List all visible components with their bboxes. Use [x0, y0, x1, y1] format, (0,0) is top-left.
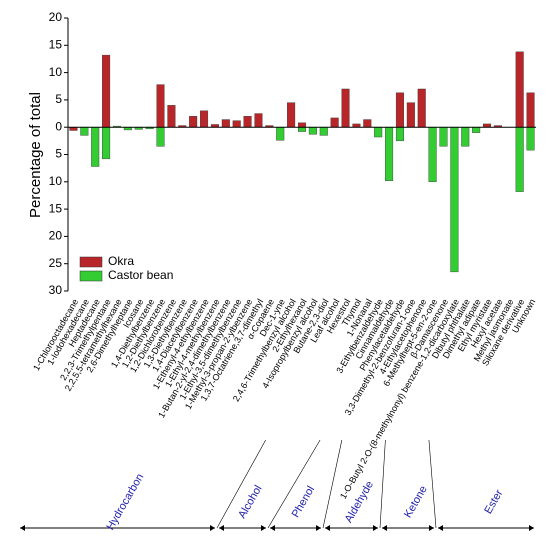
separator — [267, 439, 321, 529]
bar — [221, 119, 230, 128]
bar — [385, 126, 394, 181]
group-label: Phenol — [290, 484, 318, 520]
bar — [80, 126, 89, 136]
bar — [395, 92, 404, 128]
separator — [379, 439, 386, 529]
bar — [254, 113, 263, 128]
group-label: Alcohol — [236, 483, 264, 520]
bar — [232, 120, 241, 128]
bar — [363, 119, 372, 128]
bar — [515, 51, 524, 128]
group-label: Ester — [482, 488, 505, 517]
bar — [308, 126, 317, 135]
bar — [395, 126, 404, 142]
legend-label: Okra — [108, 254, 134, 268]
bar — [526, 92, 535, 128]
y-tick-label: 10 — [49, 174, 63, 188]
bar — [450, 126, 459, 273]
y-tick-label: 0 — [55, 119, 62, 133]
bar — [276, 126, 285, 141]
bar — [156, 126, 165, 147]
bar — [472, 126, 481, 133]
legend-swatch — [79, 256, 103, 268]
arrow — [219, 525, 266, 531]
y-tick-label: 20 — [49, 10, 63, 24]
separator — [216, 439, 266, 529]
bar — [319, 126, 328, 136]
bar — [297, 126, 307, 132]
bar — [189, 116, 198, 128]
bar — [374, 126, 383, 138]
y-tick-label: 20 — [49, 229, 63, 243]
y-axis-label: Percentage of total — [27, 92, 44, 218]
legend-swatch — [79, 270, 103, 282]
bar — [287, 102, 296, 128]
y-tick-label: 30 — [49, 283, 63, 297]
y-tick-label: 5 — [55, 92, 62, 106]
separator — [428, 439, 437, 529]
group-label: Ketone — [402, 484, 430, 520]
separator — [322, 439, 343, 529]
bar — [417, 88, 426, 128]
y-tick-label: 15 — [49, 37, 63, 51]
y-tick-label: 5 — [55, 147, 62, 161]
y-tick-label: 15 — [49, 201, 63, 215]
bar — [341, 88, 350, 128]
bar — [243, 116, 252, 128]
bar — [461, 126, 470, 147]
y-tick-label: 10 — [49, 65, 63, 79]
group-label: Hydrocarbon — [104, 472, 146, 533]
bar — [406, 102, 415, 128]
bar — [515, 126, 524, 192]
legend-label: Castor bean — [108, 268, 173, 282]
bar — [297, 122, 307, 128]
bar — [330, 117, 339, 128]
bar — [91, 126, 100, 167]
bar — [200, 110, 209, 128]
bar — [439, 126, 448, 147]
bar — [102, 126, 111, 160]
bar — [102, 54, 111, 128]
y-tick-label: 25 — [49, 256, 63, 270]
bar — [156, 84, 165, 128]
bar — [428, 126, 437, 182]
bar — [167, 105, 176, 128]
bar — [526, 126, 535, 151]
